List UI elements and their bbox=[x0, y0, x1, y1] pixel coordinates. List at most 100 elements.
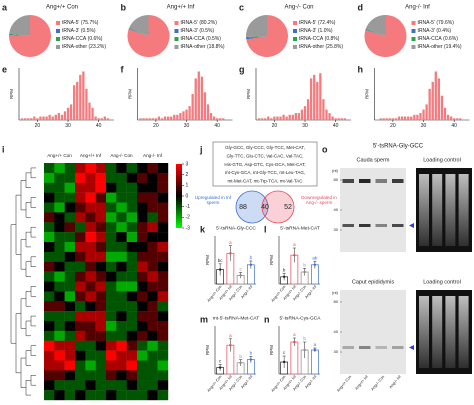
heatmap-cell bbox=[64, 261, 76, 272]
heatmap-cell bbox=[95, 380, 107, 391]
heatmap-cell bbox=[75, 311, 86, 322]
heatmap-cell bbox=[157, 370, 169, 381]
bar bbox=[303, 106, 307, 120]
bar bbox=[382, 118, 385, 120]
heatmap-cell bbox=[64, 192, 76, 203]
bar-dot bbox=[229, 252, 232, 255]
significance-letter: a bbox=[229, 333, 232, 338]
heatmap-cell bbox=[54, 182, 65, 193]
heatmap-cell bbox=[95, 202, 107, 213]
control-lane bbox=[445, 174, 456, 246]
bar-dot bbox=[293, 254, 296, 257]
heatmap-cell bbox=[137, 281, 148, 292]
heatmap-cell bbox=[106, 321, 117, 332]
legend-label: tRNA-CCA bbox=[418, 36, 443, 42]
heatmap-cell bbox=[85, 370, 96, 381]
heatmap-cell bbox=[85, 182, 96, 193]
bar-dot bbox=[239, 361, 242, 364]
lane-label: Ang+/+ Con bbox=[336, 375, 352, 393]
legend-label: tRNA-CCA bbox=[181, 36, 206, 42]
colorbar-label: -2 bbox=[186, 215, 191, 221]
bar bbox=[425, 104, 428, 120]
heatmap-cell bbox=[106, 370, 117, 381]
heatmap-cell bbox=[64, 340, 76, 351]
heatmap-cell bbox=[147, 291, 158, 302]
bar-dot bbox=[218, 366, 222, 369]
legend-entry: tRNA-5' (79.6%) bbox=[418, 20, 455, 26]
heatmap-cell bbox=[64, 163, 76, 174]
heatmap-cell bbox=[75, 330, 86, 341]
bar bbox=[85, 88, 88, 120]
significance-letter: a bbox=[293, 332, 296, 337]
pie-title: Ang-/- Inf bbox=[405, 5, 430, 11]
heatmap-cell bbox=[126, 330, 138, 341]
legend-entry: tRNA-3' (1.0%) bbox=[299, 28, 333, 34]
significance-letter: b bbox=[239, 354, 242, 359]
heatmap-cell bbox=[106, 202, 117, 213]
pie-slice bbox=[365, 28, 386, 36]
heatmap-cell bbox=[44, 222, 55, 233]
heatmap-cell bbox=[85, 271, 96, 282]
bar bbox=[285, 116, 288, 120]
band bbox=[359, 179, 371, 183]
bar bbox=[343, 118, 347, 120]
legend-value: (19.4%) bbox=[444, 44, 462, 50]
x-tick-label: 40 bbox=[96, 123, 102, 129]
set-label-box: Downregulated in Ang-/- sperm bbox=[301, 195, 337, 205]
dendrogram-branch bbox=[15, 194, 21, 255]
bar bbox=[431, 81, 434, 120]
column-group-label: Ang-/- Inf bbox=[143, 153, 163, 158]
heatmap-cell bbox=[54, 370, 65, 381]
heatmap-cell bbox=[137, 390, 148, 401]
heatmap-cell bbox=[126, 390, 138, 401]
heatmap-cell bbox=[64, 271, 76, 282]
heatmap-cell bbox=[137, 163, 148, 174]
heatmap-cell bbox=[54, 172, 65, 183]
heatmap-cell bbox=[64, 251, 76, 262]
y-axis-label: RPM bbox=[205, 345, 210, 355]
legend-label: tRNA-5' bbox=[62, 20, 79, 26]
pie-slice bbox=[9, 33, 31, 36]
bar bbox=[446, 114, 450, 120]
dendrogram-branch bbox=[30, 167, 36, 179]
heatmap-cell bbox=[95, 251, 107, 262]
significance-letter: a bbox=[293, 242, 296, 247]
dendrogram-branch bbox=[30, 256, 36, 267]
heatmap-cell bbox=[85, 242, 96, 253]
bar bbox=[188, 106, 191, 120]
heatmap-cell bbox=[95, 281, 107, 292]
heatmap-cell bbox=[95, 172, 107, 183]
control-lane bbox=[419, 296, 429, 368]
heatmap-cell bbox=[54, 261, 65, 272]
heatmap-cell bbox=[116, 163, 127, 174]
legend-entry: tRNA-other (19.4%) bbox=[418, 44, 462, 50]
pie-title: Ang+/+ Con bbox=[46, 5, 78, 11]
dendrogram-branch bbox=[30, 286, 36, 297]
heatmap-cell bbox=[147, 212, 158, 223]
heatmap-cell bbox=[75, 350, 86, 361]
significance-letter: a bbox=[229, 240, 232, 245]
bar bbox=[94, 116, 97, 120]
x-tick-label: 20 bbox=[390, 123, 396, 129]
dendrogram-branch bbox=[30, 226, 36, 238]
lane-label: Ang-/- Con bbox=[370, 375, 385, 392]
dendrogram-branch bbox=[20, 239, 26, 270]
heatmap-cell bbox=[44, 192, 55, 203]
legend-swatch bbox=[293, 45, 297, 49]
panel-letter: b bbox=[121, 2, 127, 12]
control-lane bbox=[432, 296, 443, 368]
pie-slice bbox=[128, 28, 149, 36]
heatmap-cell bbox=[54, 242, 65, 253]
heatmap-cell bbox=[106, 311, 117, 322]
bar bbox=[191, 94, 194, 120]
heatmap-cell bbox=[157, 222, 169, 233]
bar bbox=[91, 107, 94, 120]
venn-set bbox=[235, 190, 269, 224]
legend-entry: tRNA-other (25.8%) bbox=[299, 44, 343, 50]
bar bbox=[163, 116, 167, 120]
heatmap-cell bbox=[157, 261, 169, 272]
control-lane bbox=[432, 174, 443, 246]
heatmap-cell bbox=[147, 321, 158, 332]
heatmap-cell bbox=[95, 311, 107, 322]
heatmap-cell bbox=[157, 350, 169, 361]
